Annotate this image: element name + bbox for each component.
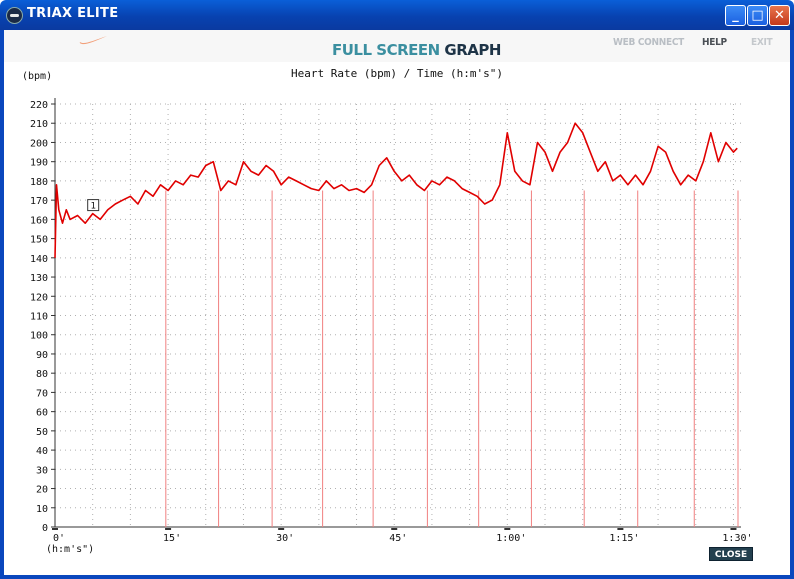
app-logo-icon xyxy=(6,7,23,24)
x-tick-label: 30' xyxy=(276,533,294,544)
y-tick-label: 130 xyxy=(30,273,48,284)
y-tick-label: 200 xyxy=(30,138,48,149)
y-tick-label: 80 xyxy=(36,369,48,380)
y-tick-label: 60 xyxy=(36,408,48,419)
chart-title: Heart Rate (bpm) / Time (h:m's") xyxy=(291,67,503,80)
y-tick-label: 170 xyxy=(30,196,48,207)
page-title: FULL SCREEN GRAPH xyxy=(332,41,501,59)
y-tick-label: 0 xyxy=(42,523,48,534)
page-title-part1: FULL SCREEN xyxy=(332,41,440,59)
y-tick-label: 10 xyxy=(36,504,48,515)
x-tick-mark xyxy=(617,528,624,530)
x-tick-mark xyxy=(504,528,511,530)
page-title-part2: GRAPH xyxy=(444,41,501,59)
y-tick-label: 190 xyxy=(30,158,48,169)
x-tick-label: 15' xyxy=(163,533,181,544)
y-tick-label: 180 xyxy=(30,177,48,188)
y-tick-label: 20 xyxy=(36,485,48,496)
y-tick-label: 40 xyxy=(36,446,48,457)
minimize-button[interactable]: _ xyxy=(725,5,746,26)
y-tick-label: 70 xyxy=(36,388,48,399)
x-tick-label: 0' xyxy=(53,533,65,544)
y-tick-label: 110 xyxy=(30,312,48,323)
maximize-button[interactable]: □ xyxy=(747,5,768,26)
window-frame xyxy=(0,30,794,579)
window-title: TRIAX ELITE xyxy=(27,6,119,21)
y-tick-label: 150 xyxy=(30,235,48,246)
y-tick-label: 210 xyxy=(30,119,48,130)
x-axis-label: (h:m's") xyxy=(46,544,95,555)
title-bar[interactable]: TRIAX ELITE _ □ ✕ xyxy=(0,0,794,30)
x-tick-mark xyxy=(278,528,285,530)
y-tick-label: 100 xyxy=(30,331,48,342)
x-tick-label: 45' xyxy=(389,533,407,544)
y-tick-label: 160 xyxy=(30,215,48,226)
web-connect-link[interactable]: WEB CONNECT xyxy=(613,37,684,48)
y-tick-label: 220 xyxy=(30,100,48,111)
y-axis-label: (bpm) xyxy=(22,71,53,82)
x-tick-label: 1:30' xyxy=(722,533,752,544)
lap-label: 1 xyxy=(90,202,95,212)
x-tick-label: 1:00' xyxy=(496,533,526,544)
x-tick-mark xyxy=(391,528,398,530)
y-tick-label: 120 xyxy=(30,292,48,303)
x-tick-label: 1:15' xyxy=(609,533,639,544)
y-tick-label: 50 xyxy=(36,427,48,438)
close-button[interactable]: CLOSE xyxy=(709,547,753,561)
y-tick-label: 30 xyxy=(36,465,48,476)
x-tick-mark xyxy=(52,528,58,530)
lap-label-box xyxy=(87,199,100,212)
heart-rate-line xyxy=(54,122,738,258)
help-link[interactable]: HELP xyxy=(702,37,727,48)
close-window-button[interactable]: ✕ xyxy=(769,5,790,26)
y-tick-label: 90 xyxy=(36,350,48,361)
header-band xyxy=(4,30,790,62)
x-tick-mark xyxy=(730,528,737,530)
nike-swoosh-icon xyxy=(79,36,107,45)
x-tick-mark xyxy=(165,528,172,530)
exit-link[interactable]: EXIT xyxy=(751,37,773,48)
y-tick-label: 140 xyxy=(30,254,48,265)
